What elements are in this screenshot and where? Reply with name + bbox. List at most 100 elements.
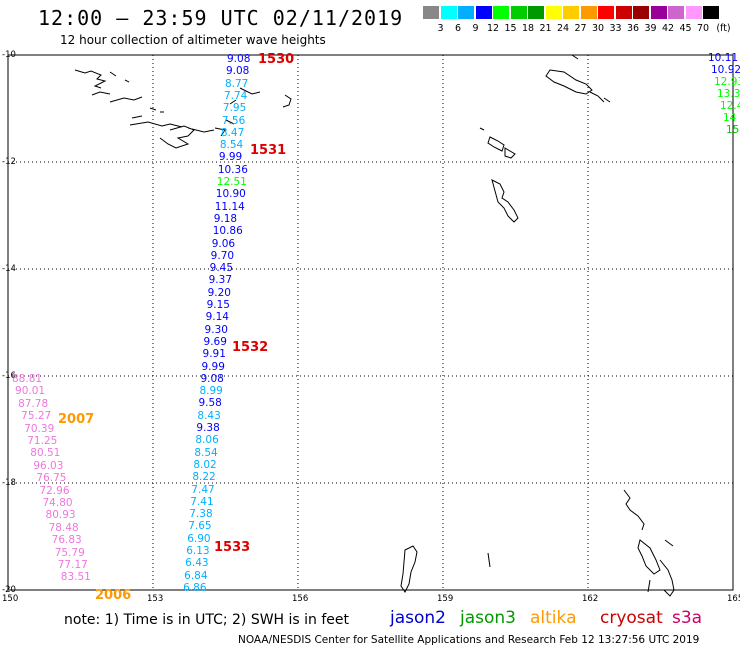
coastline-papua-north: [109, 71, 292, 108]
swh-value: 83.51: [60, 571, 91, 584]
lon-label: 156: [292, 594, 309, 604]
pass-time-label: 1533: [214, 540, 251, 555]
swh-value: 80.93: [45, 509, 76, 522]
legend-label: 18: [521, 23, 535, 34]
lon-label: 159: [437, 594, 454, 604]
legend-unit: (ft): [716, 23, 731, 34]
lat-label: -16: [2, 371, 16, 381]
swh-value: 76.83: [51, 534, 82, 547]
swh-value: 14: [723, 112, 737, 124]
swh-value: 9.58: [198, 397, 222, 410]
swh-value: 78.48: [48, 521, 79, 534]
swh-value: 10.92: [711, 64, 740, 76]
legend-swatch: [580, 6, 597, 19]
legend-label: 36: [626, 23, 640, 34]
pass-time-label: 1531: [250, 143, 287, 158]
swh-value: 12.4: [720, 100, 740, 112]
swh-value: 9.30: [204, 323, 228, 336]
satellite-altika: altika: [530, 608, 577, 628]
swh-value: 7.41: [190, 495, 214, 508]
pass-time-label: 2006: [95, 588, 132, 603]
swh-value: 8.43: [197, 409, 221, 422]
swh-value: 9.38: [196, 422, 220, 434]
swh-value: 9.08: [227, 53, 251, 65]
coastlines: [74, 54, 675, 597]
legend-swatch: [493, 6, 509, 19]
swh-value: 72.96: [39, 484, 70, 497]
legend-label: 30: [591, 23, 605, 34]
swh-value: 96.03: [33, 459, 64, 472]
swh-value: 10.11: [708, 52, 739, 64]
swh-value: 7.56: [221, 114, 246, 127]
coastline-new-caledonia: [400, 489, 675, 597]
swh-value: 9.06: [211, 237, 236, 250]
swh-value: 9.20: [207, 286, 231, 299]
swh-value: 9.14: [205, 311, 229, 324]
coastline-papua: [74, 69, 235, 149]
lat-label: -14: [2, 264, 16, 274]
lon-label: 153: [147, 594, 164, 604]
legend-label: 3: [437, 23, 444, 34]
swh-value: 8.54: [219, 139, 244, 152]
swh-value: 10.36: [217, 163, 248, 176]
legend-label: 9: [472, 23, 479, 34]
swh-value: 88.81: [12, 373, 43, 385]
swh-value: 8.02: [193, 458, 217, 471]
satellite-s3a: s3a: [672, 608, 703, 628]
lat-label: -20: [2, 585, 16, 595]
swh-value: 6.86: [183, 581, 207, 594]
lon-label: 162: [582, 594, 599, 604]
coastline-solomon: [545, 54, 611, 103]
lat-label: -10: [2, 50, 16, 60]
pass-time-label: 2007: [58, 412, 95, 427]
swh-value: 9.18: [213, 212, 238, 225]
legend-label: 6: [454, 23, 462, 34]
swh-value: 11.14: [214, 200, 245, 213]
swh-value: 70.39: [24, 422, 55, 435]
swh-value: 8.77: [224, 77, 249, 90]
legend-swatch: [685, 6, 702, 19]
legend-swatch: [545, 6, 562, 19]
legend-swatch: [528, 6, 544, 19]
swh-value: 7.95: [222, 102, 247, 115]
swh-value: 6.84: [184, 569, 208, 582]
legend-swatch: [475, 6, 492, 19]
swh-value: 8.47: [220, 126, 245, 139]
lon-label: 150: [2, 594, 19, 604]
swh-value: 9.69: [203, 335, 227, 348]
map-subtitle: 12 hour collection of altimeter wave hei…: [60, 33, 326, 47]
swh-value: 6.90: [187, 532, 211, 545]
legend-swatch: [563, 6, 579, 19]
satellite-jason2: jason2: [390, 608, 446, 628]
lon-label: 165: [727, 594, 740, 604]
legend-swatch: [440, 6, 457, 19]
swh-value: 15: [726, 124, 740, 136]
swh-value: 9.37: [208, 274, 233, 287]
swh-value: 12.51: [216, 176, 247, 188]
map-border: [7, 54, 734, 591]
coastline-vanuatu-a: [479, 127, 516, 159]
swh-value: 12.93: [714, 76, 740, 88]
legend-label: 24: [556, 23, 570, 34]
swh-value: 8.22: [192, 471, 216, 484]
legend-label: 70: [696, 23, 710, 34]
legend-label: 45: [679, 23, 692, 34]
satellite-cryosat: cryosat: [600, 608, 663, 628]
lat-label: -18: [2, 478, 16, 488]
legend-label: 33: [609, 23, 622, 34]
swh-value: 6.43: [185, 557, 209, 570]
swh-value: 7.65: [188, 520, 212, 533]
swh-value: 7.38: [189, 508, 213, 521]
pass-time-label: 1530: [258, 52, 295, 67]
legend-label: 15: [504, 23, 517, 34]
swh-value: 9.91: [202, 348, 226, 361]
swh-value: 87.78: [18, 397, 49, 410]
legend-swatch: [615, 6, 632, 19]
legend-swatch: [510, 6, 527, 19]
swh-value: 8.06: [195, 434, 219, 447]
swh-value: 77.17: [57, 559, 88, 571]
swh-value: 8.54: [194, 446, 218, 459]
swh-value: 7.47: [191, 483, 215, 496]
